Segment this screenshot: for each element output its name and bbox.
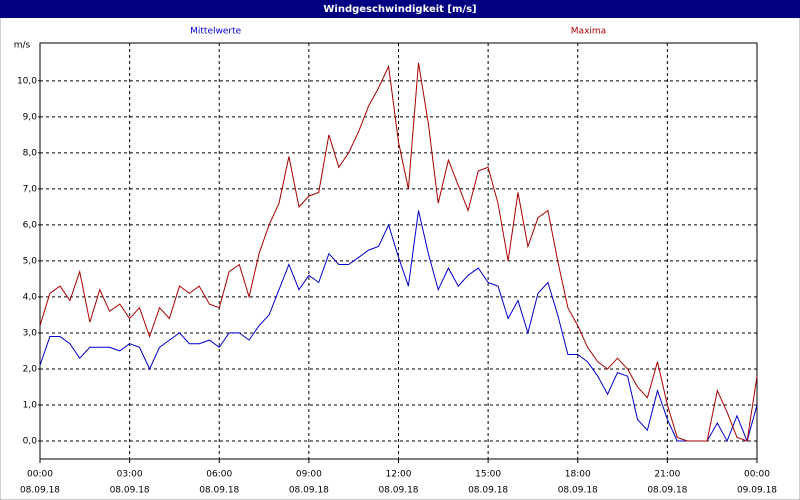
x-tick-date: 09.09.18 <box>737 486 777 496</box>
x-tick-date: 08.09.18 <box>468 486 508 496</box>
y-tick-label: 3,0 <box>23 328 38 338</box>
data-line <box>39 210 758 443</box>
x-tick-date: 08.09.18 <box>647 486 687 496</box>
x-tick-date: 08.09.18 <box>199 486 239 496</box>
data-line <box>39 62 758 442</box>
y-tick-label: 7,0 <box>23 184 38 194</box>
x-tick-label: 03:00 <box>117 470 143 480</box>
x-tick-label: 00:00 <box>27 470 53 480</box>
x-tick-label: 18:00 <box>565 470 591 480</box>
x-tick-date: 08.09.18 <box>378 486 418 496</box>
y-tick-label: 9,0 <box>23 112 38 122</box>
x-tick-date: 08.09.18 <box>289 486 329 496</box>
x-tick-label: 06:00 <box>206 470 232 480</box>
y-tick-label: 2,0 <box>23 364 38 374</box>
chart-title: Windgeschwindigkeit [m/s] <box>323 4 476 15</box>
y-tick-label: 8,0 <box>23 148 38 158</box>
x-tick-label: 00:00 <box>744 470 770 480</box>
x-tick-label: 12:00 <box>386 470 412 480</box>
title-bar <box>0 0 800 18</box>
x-tick-date: 08.09.18 <box>20 486 60 496</box>
x-tick-date: 08.09.18 <box>110 486 150 496</box>
x-tick-date: 08.09.18 <box>558 486 598 496</box>
y-axis-label: m/s <box>14 41 31 51</box>
y-tick-label: 10,0 <box>17 76 37 86</box>
y-tick-label: 1,0 <box>23 400 38 410</box>
y-tick-label: 6,0 <box>23 220 38 230</box>
y-tick-label: 5,0 <box>23 256 38 266</box>
y-tick-label: 0,0 <box>23 436 38 446</box>
x-tick-label: 15:00 <box>475 470 501 480</box>
plot-frame <box>39 42 758 460</box>
x-tick-label: 09:00 <box>296 470 322 480</box>
x-tick-label: 21:00 <box>654 470 680 480</box>
legend-entry: Mittelwerte <box>190 27 241 37</box>
legend-entry: Maxima <box>571 27 606 37</box>
y-tick-label: 4,0 <box>23 292 38 302</box>
